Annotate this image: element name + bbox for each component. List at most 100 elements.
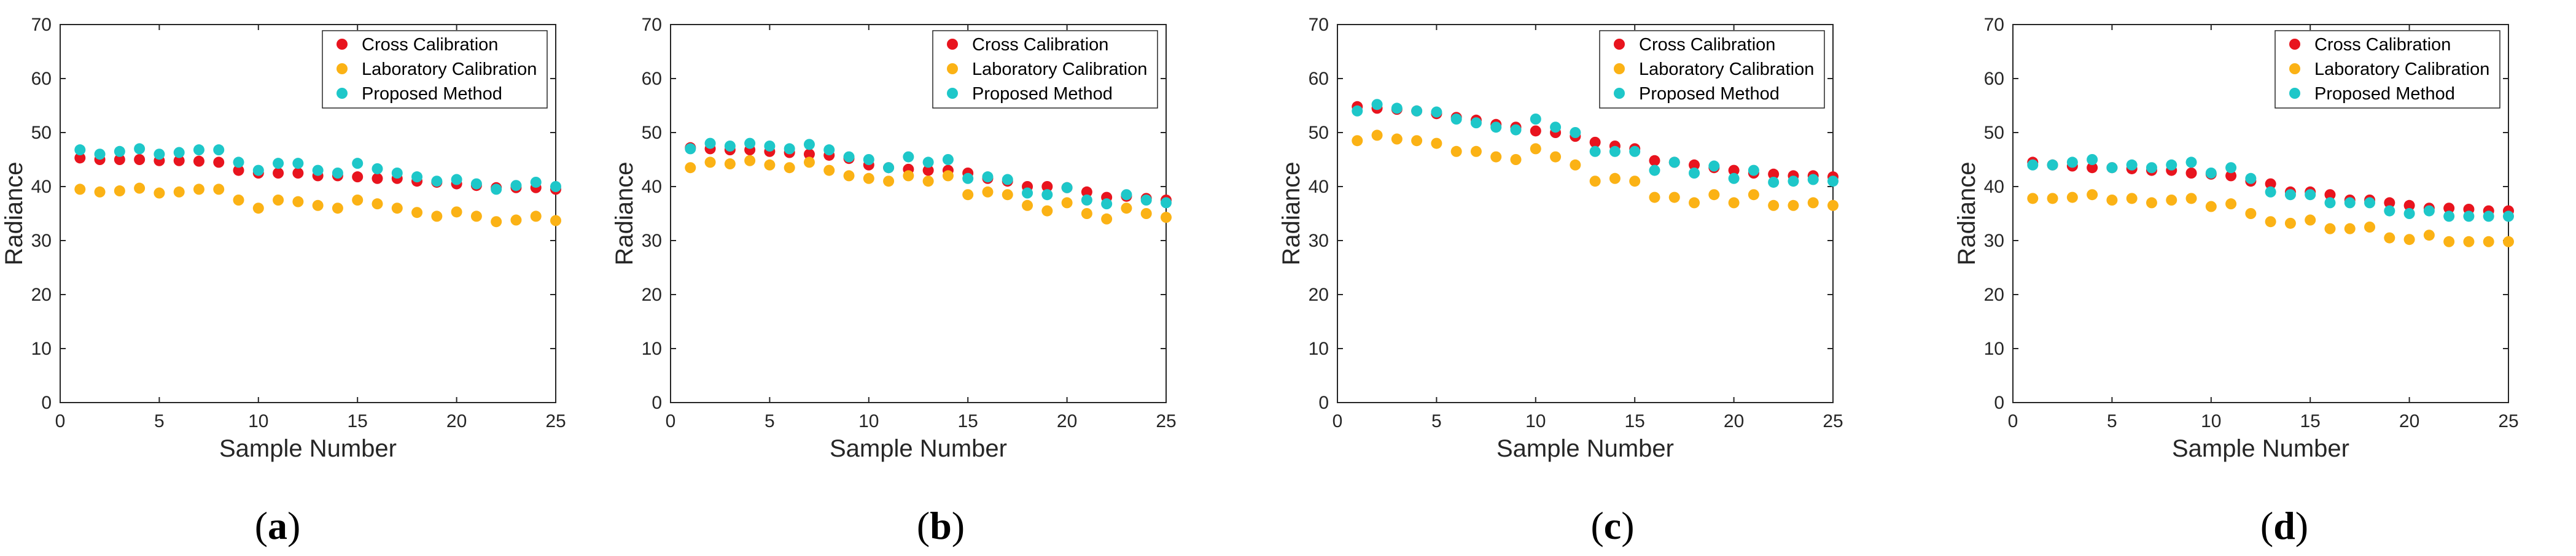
data-point — [1788, 176, 1799, 187]
data-point — [1589, 145, 1601, 157]
data-point — [1352, 135, 1363, 147]
data-point — [1668, 156, 1680, 168]
data-point — [724, 141, 736, 152]
x-tick-label: 25 — [2498, 411, 2518, 431]
data-point — [2265, 178, 2276, 190]
data-point — [1728, 197, 1740, 209]
legend-entry: Cross Calibration — [362, 35, 498, 55]
x-axis-label: Sample Number — [1496, 435, 1674, 462]
plot-area-frame — [60, 24, 556, 403]
data-point — [74, 152, 86, 164]
data-point — [2364, 197, 2376, 209]
data-point — [2443, 203, 2455, 214]
data-point — [903, 170, 914, 182]
y-tick-label: 30 — [1984, 231, 2004, 251]
data-point — [2324, 223, 2336, 234]
data-point — [1748, 189, 1759, 201]
legend-marker — [1614, 63, 1625, 74]
data-point — [1470, 117, 1482, 129]
data-point — [1352, 105, 1363, 117]
data-point — [1022, 199, 1033, 211]
data-point — [2423, 230, 2435, 241]
x-tick-label: 20 — [1057, 411, 1077, 431]
y-tick-label: 50 — [1984, 123, 2004, 143]
y-axis-label: Radiance — [611, 161, 638, 265]
data-point — [352, 195, 364, 206]
data-point — [2403, 208, 2415, 219]
data-point — [982, 171, 994, 183]
legend-marker — [2289, 88, 2300, 99]
data-point — [213, 183, 225, 195]
chart-panel-4: 0 10 20 30 40 50 60 70 0 5 10 15 20 25 Sample Number Ra… — [1953, 15, 2519, 547]
data-point — [273, 195, 284, 206]
legend-marker — [1614, 88, 1625, 99]
chart-panel-2: 0 10 20 30 40 50 60 70 0 5 10 15 20 25 Sample Number Ra… — [611, 15, 1177, 547]
x-axis-label: Sample Number — [830, 435, 1007, 462]
x-tick-label: 10 — [1525, 411, 1546, 431]
data-point — [352, 158, 364, 169]
data-point — [843, 170, 855, 182]
y-tick-label: 0 — [652, 393, 662, 413]
data-point — [2284, 217, 2296, 229]
y-axis-label: Radiance — [1, 161, 28, 265]
data-point — [352, 171, 364, 183]
panel-label: (c) — [1590, 504, 1634, 547]
data-point — [1431, 137, 1442, 149]
legend-box — [1599, 30, 1825, 109]
x-tick-label: 20 — [2399, 411, 2419, 431]
chart-panel-1: 0 10 20 30 40 50 60 70 0 5 10 15 20 25 Sample Number Ra… — [1, 15, 566, 547]
data-point — [2027, 159, 2039, 171]
data-point — [2126, 193, 2138, 204]
data-point — [685, 162, 696, 174]
data-point — [2245, 208, 2257, 219]
legend: Cross Calibration Laboratory Calibration P… — [322, 30, 548, 109]
data-point — [2443, 236, 2455, 247]
data-point — [431, 176, 443, 187]
x-tick-label: 0 — [1333, 411, 1343, 431]
data-point — [2364, 222, 2376, 233]
data-point — [233, 156, 244, 168]
data-point — [2384, 205, 2395, 217]
data-point — [2185, 168, 2197, 179]
x-tick-label: 0 — [666, 411, 676, 431]
data-point — [1490, 151, 1502, 163]
panel-label: (d) — [2260, 504, 2308, 547]
y-tick-label: 70 — [31, 15, 52, 35]
data-point — [2403, 234, 2415, 245]
data-point — [2146, 162, 2157, 174]
data-point — [1827, 176, 1839, 187]
data-point — [1061, 197, 1073, 209]
data-point — [2166, 195, 2177, 206]
data-point — [2087, 189, 2098, 201]
data-point — [2047, 159, 2058, 171]
data-point — [1550, 151, 1562, 163]
data-point — [1807, 197, 1819, 209]
data-point — [193, 144, 204, 156]
data-point — [411, 207, 423, 218]
y-tick-label: 30 — [1309, 231, 1329, 251]
data-point — [2384, 232, 2395, 244]
data-point — [1609, 145, 1621, 157]
data-point — [372, 172, 383, 184]
data-point — [1411, 105, 1423, 117]
data-point — [962, 172, 974, 184]
legend-entry: Cross Calibration — [1639, 35, 1775, 55]
x-tick-label: 0 — [55, 411, 66, 431]
data-point — [2027, 193, 2039, 204]
data-point — [1161, 197, 1172, 209]
data-point — [1371, 99, 1383, 110]
data-point — [2463, 236, 2475, 247]
data-point — [213, 144, 225, 156]
x-tick-label: 15 — [958, 411, 978, 431]
data-point — [1649, 164, 1660, 176]
data-point — [411, 171, 423, 183]
data-point — [2225, 170, 2237, 182]
data-point — [2305, 214, 2316, 226]
data-point — [1788, 199, 1799, 211]
legend-box — [932, 30, 1158, 109]
data-point — [1550, 122, 1562, 133]
data-point — [2384, 197, 2395, 209]
legend-marker — [337, 63, 348, 74]
data-point — [510, 214, 522, 226]
